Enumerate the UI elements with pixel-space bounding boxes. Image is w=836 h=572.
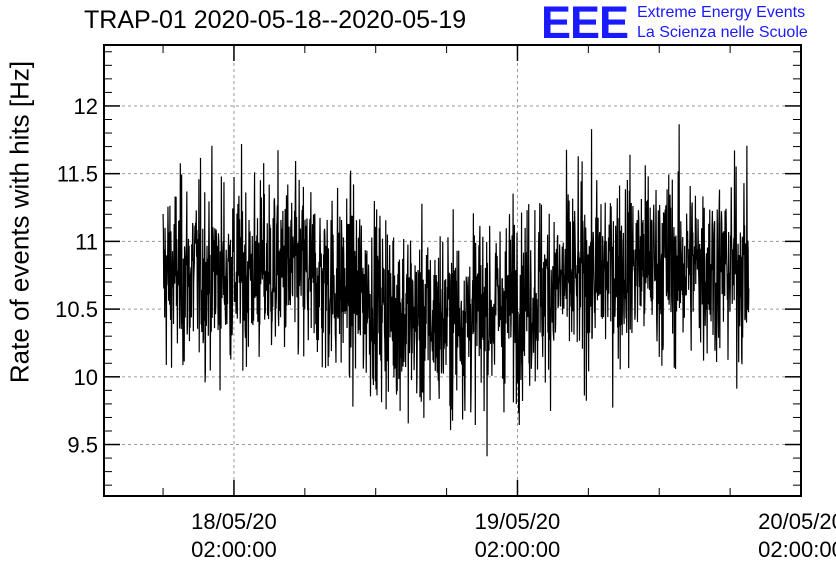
- x-tick-label: 19/05/20 02:00:00: [457, 508, 577, 564]
- x-tick-time: 02:00:00: [191, 537, 277, 562]
- logo-line-1: Extreme Energy Events: [637, 4, 806, 21]
- x-tick-time: 02:00:00: [758, 537, 836, 562]
- y-tick-label: 10.5: [55, 297, 98, 322]
- x-tick-date: 18/05/20: [191, 509, 277, 534]
- y-tick-label: 12: [74, 94, 98, 119]
- axis-ticks: 9.5 10 10.5 11 11.5 12: [55, 45, 802, 496]
- x-tick-date: 19/05/20: [474, 509, 561, 534]
- eee-logo: EEE: [541, 0, 629, 48]
- y-tick-label: 10: [74, 365, 98, 390]
- logo-line-2: La Scienza nelle Scuole: [637, 24, 808, 41]
- y-axis-label: Rate of events with hits [Hz]: [4, 60, 35, 384]
- y-tick-label: 9.5: [67, 433, 98, 458]
- x-tick-date: 20/05/20: [758, 509, 836, 534]
- logo-text: Extreme Energy Events La Scienza nelle S…: [637, 3, 808, 43]
- x-tick-label: 20/05/20 02:00:00: [741, 508, 836, 564]
- x-tick-time: 02:00:00: [474, 537, 561, 562]
- data-series: [162, 124, 750, 457]
- x-tick-label: 18/05/20 02:00:00: [174, 508, 294, 564]
- chart-title: TRAP-01 2020-05-18--2020-05-19: [84, 6, 467, 34]
- y-tick-label: 11: [75, 229, 98, 254]
- plot-frame: [103, 44, 802, 497]
- series-line: [162, 124, 750, 457]
- y-tick-label: 11.5: [57, 162, 98, 187]
